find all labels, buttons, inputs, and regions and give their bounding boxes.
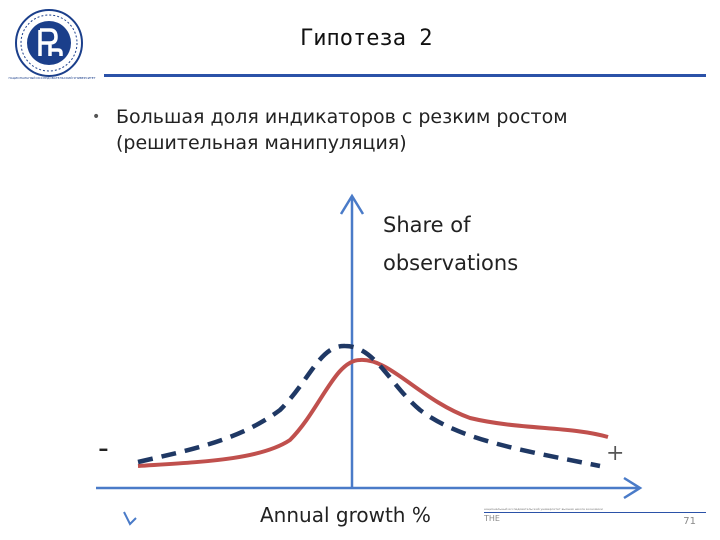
bullet-text: Большая доля индикаторов с резким ростом… (116, 106, 568, 154)
title-divider (104, 74, 706, 77)
axis-fragment (123, 511, 137, 526)
x-axis-label: Annual growth % (260, 503, 431, 527)
y-axis-arrow-icon (339, 193, 365, 215)
footer-text: национальный исследовательский университ… (484, 507, 603, 511)
bullet-dot-icon: • (92, 109, 101, 125)
footer-divider (484, 512, 706, 513)
slide-title: Гипотеза 2 (300, 26, 433, 51)
x-axis-arrow-icon (623, 476, 643, 500)
page-number: 71 (683, 516, 696, 527)
plus-sign: + (606, 441, 624, 466)
y-axis-label-line2: observations (383, 251, 518, 275)
minus-sign: - (98, 431, 109, 466)
axes (96, 193, 643, 526)
y-axis-label-line1: Share of (383, 213, 471, 237)
footer-org: THE (484, 514, 500, 523)
solid-distribution-curve (137, 357, 609, 468)
logo-caption: НАЦИОНАЛЬНЫЙ ИССЛЕДОВАТЕЛЬСКИЙ УНИВЕРСИТ… (8, 76, 96, 80)
hse-logo (15, 9, 83, 77)
dashed-distribution-curve (137, 343, 601, 469)
